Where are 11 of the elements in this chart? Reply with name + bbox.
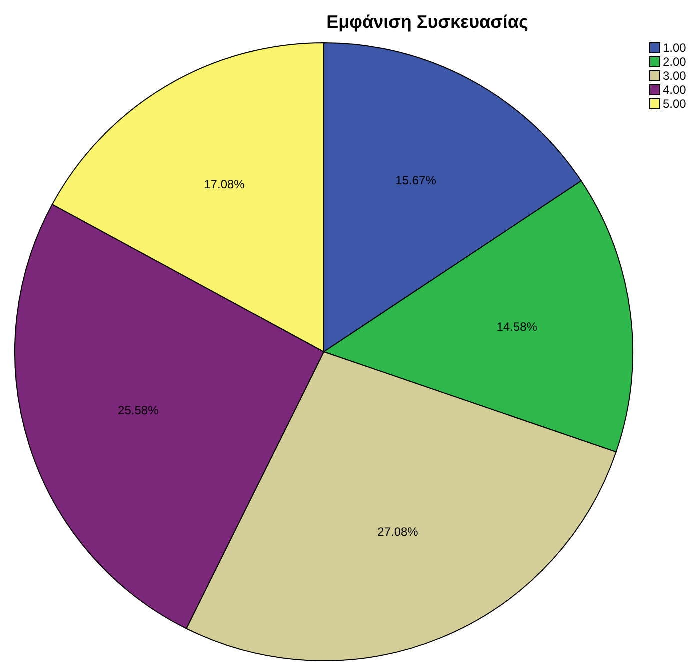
data-label: 14.58% xyxy=(496,320,538,334)
legend-label: 2.00 xyxy=(663,55,687,69)
chart-title: Εμφάνιση Συσκευασίας xyxy=(326,12,528,32)
legend-label: 3.00 xyxy=(663,69,687,83)
data-label: 17.08% xyxy=(204,178,246,192)
legend-label: 4.00 xyxy=(663,83,687,97)
data-label: 15.67% xyxy=(396,173,437,188)
legend-label: 5.00 xyxy=(663,97,687,111)
data-label: 25.58% xyxy=(118,404,160,418)
legend-label: 1.00 xyxy=(663,41,687,55)
data-label: 27.08% xyxy=(378,525,419,540)
